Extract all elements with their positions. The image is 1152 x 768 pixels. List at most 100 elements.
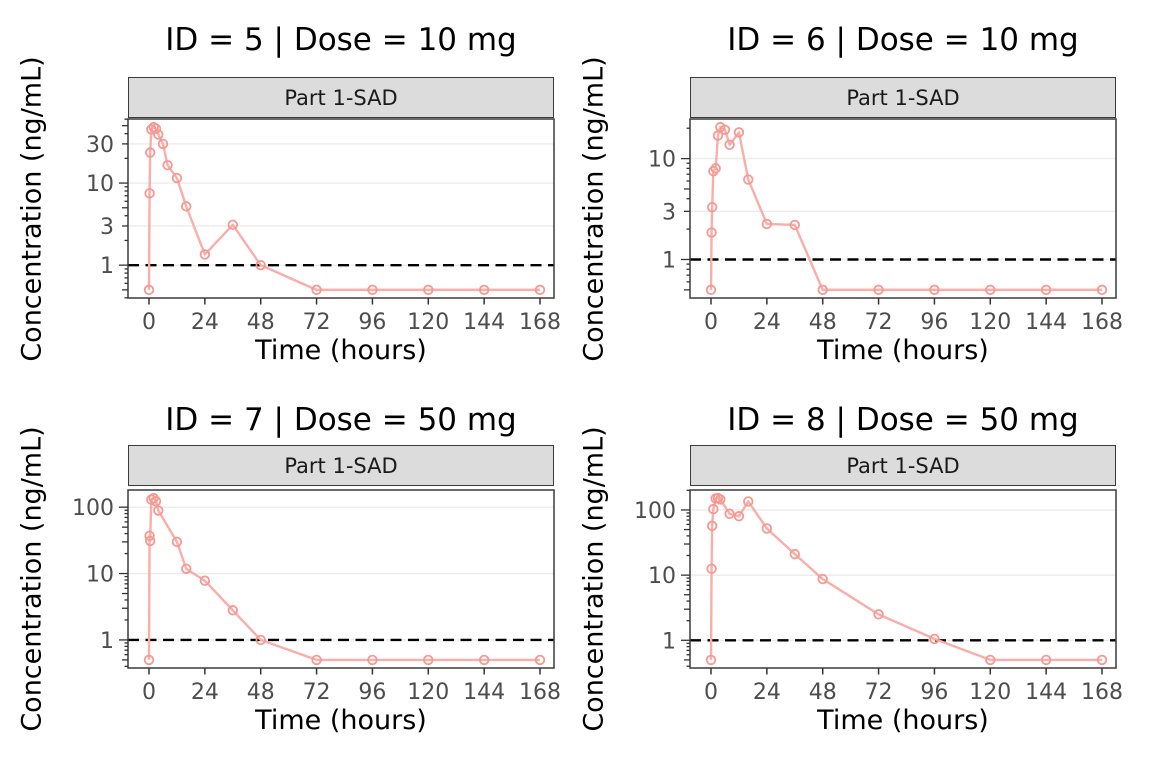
data-point-marker [478, 284, 490, 296]
data-point-marker [478, 654, 490, 666]
data-point-marker [144, 188, 155, 199]
x-axis-title: Time (hours) [255, 335, 427, 366]
data-point-marker [873, 284, 884, 296]
panel-border [127, 118, 555, 299]
facet-plot-0: 0 24 48 72 96 120 144 168 1 3 10 30 [86, 118, 561, 335]
data-point-marker [423, 654, 434, 666]
x-tick-label: 144 [463, 680, 505, 705]
x-tick-label: 72 [303, 680, 331, 705]
y-tick-label: 10 [86, 172, 114, 197]
x-tick-label: 144 [1025, 680, 1067, 705]
data-point-marker [817, 284, 828, 296]
data-point-marker [157, 138, 169, 150]
panel-border [127, 489, 555, 669]
data-point-marker [733, 511, 745, 522]
x-tick-label: 48 [809, 310, 837, 335]
panel-border [689, 118, 1117, 299]
data-point-marker [708, 165, 719, 177]
data-point-marker [1096, 284, 1108, 296]
x-tick-label: 144 [463, 310, 505, 335]
data-point-marker [311, 654, 322, 666]
x-tick-label: 96 [920, 680, 948, 705]
x-tick-label: 0 [704, 310, 718, 335]
data-point-marker [143, 654, 155, 666]
panel-background [690, 119, 1116, 298]
x-tick-label: 24 [753, 680, 781, 705]
data-point-marker [706, 227, 717, 238]
facet-plot-1: 0 24 48 72 96 120 144 168 1 3 10 [648, 118, 1123, 335]
data-point-marker [181, 201, 192, 212]
data-point-marker [743, 496, 754, 507]
facet-strip: Part 1-SAD [690, 77, 1116, 118]
data-point-marker [150, 495, 162, 507]
x-tick-label: 72 [865, 680, 893, 705]
data-point-marker [227, 605, 238, 616]
y-tick-label: 100 [72, 496, 114, 521]
facet-plot-3: 0 24 48 72 96 120 144 168 1 10 100 [634, 489, 1123, 705]
x-tick-label: 24 [753, 310, 781, 335]
data-point-marker [719, 124, 731, 135]
data-point-marker [715, 494, 726, 505]
facet-title: ID = 7 | Dose = 50 mg [165, 402, 517, 438]
data-point-marker [255, 259, 266, 271]
y-tick-label: 1 [662, 629, 676, 654]
data-point-marker [181, 563, 192, 574]
x-tick-label: 168 [1081, 680, 1123, 705]
facet-title: ID = 8 | Dose = 50 mg [727, 402, 1079, 438]
data-point-marker [1040, 284, 1052, 296]
data-point-marker [789, 219, 800, 231]
x-tick-label: 120 [969, 310, 1011, 335]
data-point-marker [153, 129, 164, 140]
facet-title: ID = 6 | Dose = 10 mg [727, 22, 1079, 58]
data-point-marker [706, 201, 718, 213]
data-point-marker [144, 147, 156, 158]
data-point-marker [162, 160, 173, 171]
facet-strip: Part 1-SAD [690, 445, 1116, 486]
data-point-marker [724, 508, 735, 520]
panel-border [689, 489, 1117, 669]
data-point-marker [761, 523, 773, 534]
data-point-marker [171, 536, 183, 548]
data-point-marker [985, 284, 996, 296]
y-tick-label: 10 [648, 148, 676, 173]
data-point-marker [144, 535, 156, 547]
data-point-marker [367, 284, 378, 296]
data-point-marker [534, 284, 546, 296]
x-axis-title: Time (hours) [817, 335, 989, 366]
facet-strip: Part 1-SAD [128, 77, 554, 118]
x-axis-title: Time (hours) [817, 705, 989, 736]
strip-label: Part 1-SAD [846, 453, 960, 478]
x-tick-label: 144 [1025, 310, 1067, 335]
concentration-line [709, 496, 1102, 662]
data-point-marker [199, 249, 211, 260]
y-tick-label: 30 [86, 133, 114, 158]
x-tick-label: 0 [142, 680, 156, 705]
data-point-marker [534, 654, 546, 666]
x-tick-label: 72 [865, 310, 893, 335]
data-point-marker [708, 503, 719, 515]
data-point-marker [153, 505, 164, 516]
y-axis-title: Concentration (ng/mL) [578, 55, 610, 362]
strip-label: Part 1-SAD [284, 453, 398, 478]
panel-background [128, 490, 554, 668]
data-point-marker [255, 634, 266, 646]
data-point-marker [227, 219, 238, 231]
y-tick-label: 10 [648, 564, 676, 589]
data-point-marker [710, 163, 721, 174]
x-tick-label: 0 [704, 680, 718, 705]
data-point-marker [367, 654, 378, 666]
x-tick-label: 120 [407, 310, 449, 335]
data-point-marker [171, 172, 183, 184]
data-point-marker [929, 284, 940, 296]
x-tick-label: 96 [920, 310, 948, 335]
x-tick-label: 168 [519, 310, 561, 335]
data-point-marker [706, 563, 717, 575]
data-point-marker [733, 127, 745, 138]
x-tick-label: 24 [191, 680, 219, 705]
data-point-marker [817, 573, 828, 585]
x-tick-label: 168 [1081, 310, 1123, 335]
x-tick-label: 24 [191, 310, 219, 335]
data-point-marker [150, 123, 162, 134]
data-point-marker [873, 609, 884, 620]
